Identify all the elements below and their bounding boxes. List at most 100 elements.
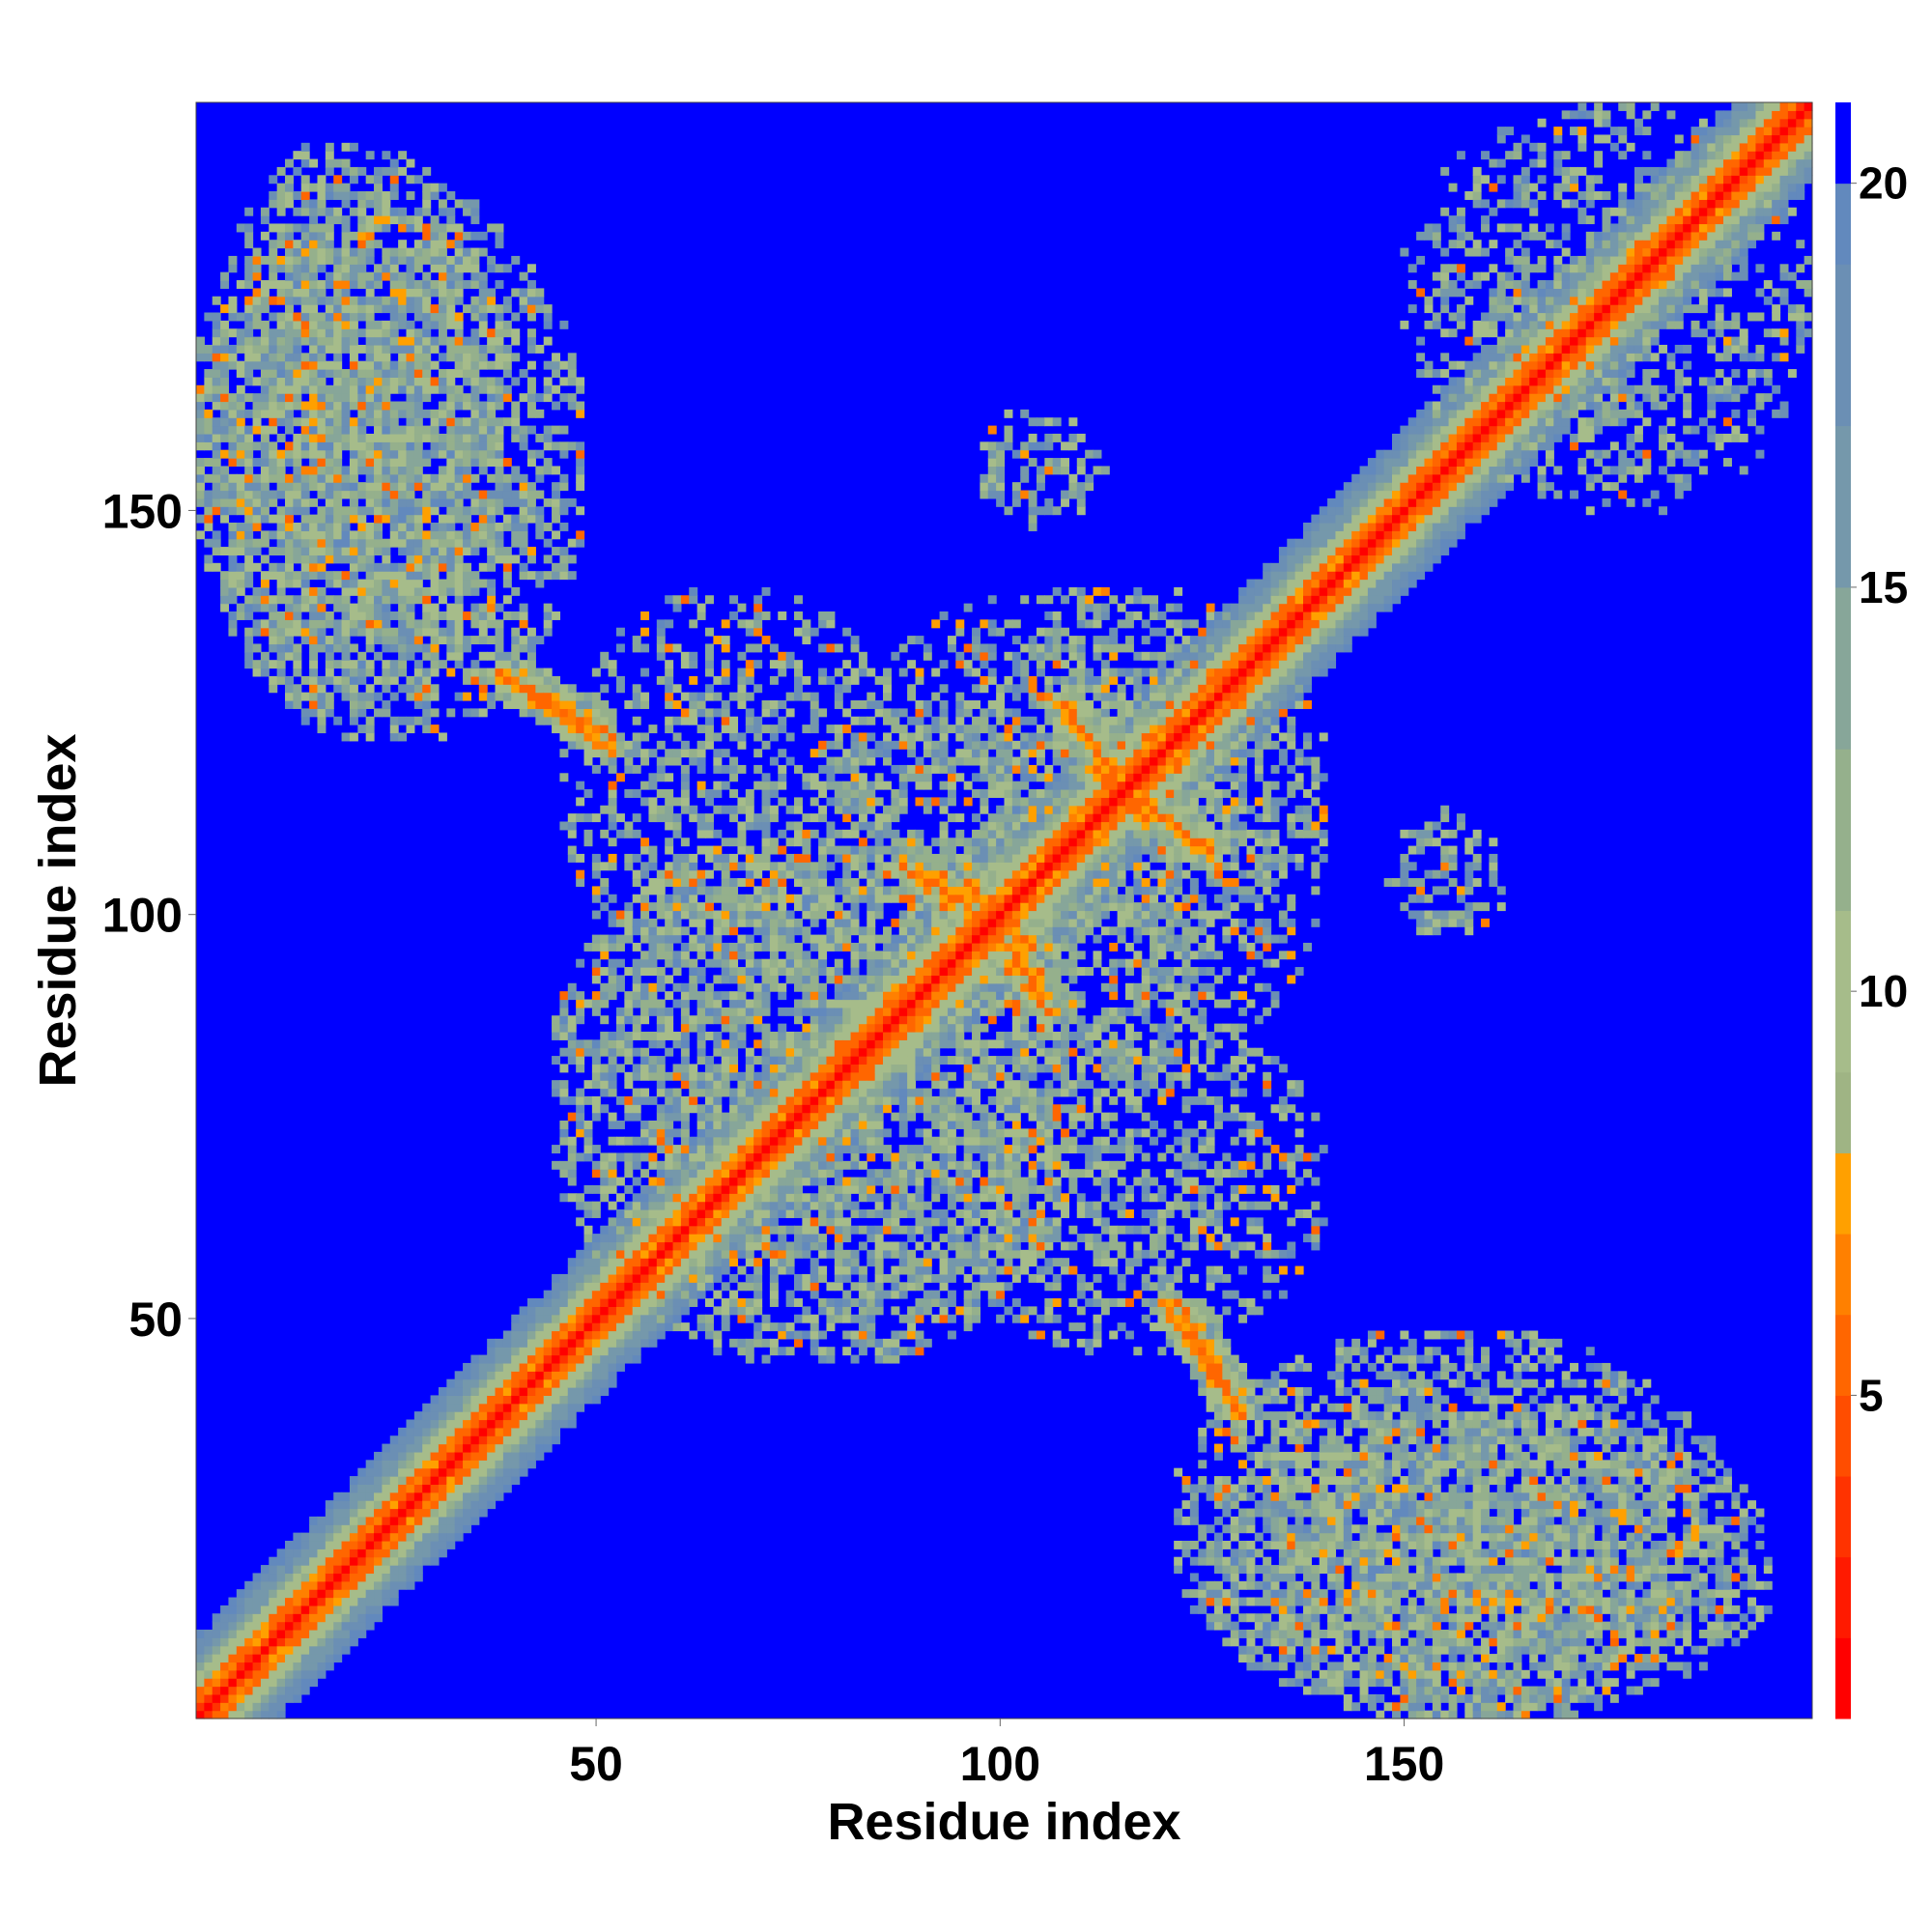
- heatmap-cell: [349, 433, 358, 442]
- heatmap-cell: [576, 1120, 585, 1129]
- heatmap-cell: [269, 449, 278, 459]
- heatmap-cell: [374, 353, 383, 362]
- heatmap-cell: [365, 692, 375, 701]
- heatmap-cell: [341, 247, 351, 257]
- heatmap-cell: [608, 716, 617, 725]
- heatmap-cell: [535, 344, 545, 354]
- heatmap-cell: [454, 562, 464, 572]
- heatmap-cell: [365, 611, 375, 620]
- heatmap-cell: [567, 1177, 577, 1186]
- heatmap-cell: [761, 821, 771, 831]
- heatmap-cell: [463, 1508, 472, 1518]
- heatmap-cell: [495, 643, 504, 653]
- heatmap-cell: [535, 288, 545, 298]
- heatmap-cell: [487, 1500, 497, 1510]
- heatmap-cell: [591, 886, 601, 895]
- heatmap-cell: [672, 999, 682, 1009]
- heatmap-cell: [413, 538, 423, 548]
- heatmap-cell: [389, 668, 399, 677]
- heatmap-cell: [600, 1015, 610, 1025]
- heatmap-cell: [656, 1273, 666, 1283]
- heatmap-cell: [478, 360, 488, 370]
- heatmap-cell: [430, 264, 440, 273]
- heatmap-cell: [624, 1249, 634, 1259]
- heatmap-cell: [552, 1282, 561, 1292]
- heatmap-cell: [317, 562, 327, 572]
- heatmap-cell: [293, 538, 302, 548]
- heatmap-cell: [196, 1645, 205, 1655]
- heatmap-cell: [696, 1007, 706, 1016]
- heatmap-cell: [608, 781, 617, 790]
- heatmap-cell: [502, 1484, 512, 1493]
- heatmap-cell: [543, 1338, 553, 1348]
- heatmap-cell: [753, 999, 763, 1009]
- heatmap-cell: [196, 1702, 205, 1712]
- heatmap-cell: [204, 514, 213, 524]
- heatmap-cell: [446, 1484, 456, 1493]
- heatmap-cell: [382, 482, 391, 492]
- heatmap-cell: [413, 344, 423, 354]
- heatmap-cell: [438, 466, 447, 475]
- heatmap-cell: [785, 975, 795, 984]
- heatmap-cell: [430, 280, 440, 289]
- heatmap-cell: [785, 951, 795, 960]
- heatmap-cell: [721, 1169, 730, 1179]
- heatmap-cell: [349, 304, 358, 314]
- heatmap-cell: [689, 975, 698, 984]
- heatmap-cell: [552, 1031, 561, 1040]
- heatmap-cell: [438, 1443, 447, 1453]
- heatmap-cell: [696, 1258, 706, 1267]
- heatmap-cell: [769, 951, 779, 960]
- heatmap-cell: [430, 651, 440, 661]
- heatmap-cell: [794, 1088, 803, 1097]
- heatmap-cell: [785, 1322, 795, 1332]
- heatmap-cell: [293, 579, 302, 588]
- heatmap-cell: [317, 1516, 327, 1525]
- heatmap-cell: [374, 675, 383, 685]
- heatmap-cell: [785, 967, 795, 977]
- heatmap-cell: [615, 1064, 625, 1073]
- heatmap-cell: [591, 999, 601, 1009]
- heatmap-cell: [802, 869, 811, 879]
- heatmap-cell: [761, 1322, 771, 1332]
- heatmap-cell: [398, 1532, 408, 1542]
- heatmap-cell: [285, 1540, 294, 1549]
- heatmap-cell: [778, 1145, 787, 1154]
- heatmap-cell: [317, 336, 327, 346]
- heatmap-cell: [689, 1282, 698, 1292]
- heatmap-cell: [446, 393, 456, 403]
- heatmap-cell: [713, 1347, 723, 1356]
- heatmap-cell: [511, 675, 521, 685]
- heatmap-cell: [785, 958, 795, 968]
- heatmap-cell: [665, 692, 674, 701]
- heatmap-cell: [285, 336, 294, 346]
- heatmap-cell: [502, 1378, 512, 1388]
- heatmap-cell: [487, 1460, 497, 1469]
- heatmap-cell: [794, 975, 803, 984]
- heatmap-cell: [778, 1241, 787, 1251]
- heatmap-cell: [349, 312, 358, 322]
- heatmap-cell: [640, 838, 650, 847]
- heatmap-cell: [802, 1169, 811, 1179]
- heatmap-cell: [212, 433, 221, 442]
- heatmap-cell: [430, 231, 440, 241]
- heatmap-cell: [487, 473, 497, 483]
- heatmap-cell: [382, 1467, 391, 1477]
- heatmap-cell: [794, 869, 803, 879]
- heatmap-cell: [810, 878, 819, 887]
- heatmap-cell: [559, 1095, 569, 1105]
- heatmap-cell: [519, 708, 528, 718]
- heatmap-cell: [519, 562, 528, 572]
- heatmap-cell: [737, 805, 747, 814]
- heatmap-cell: [713, 1209, 723, 1218]
- heatmap-cell: [552, 1435, 561, 1445]
- heatmap-cell: [244, 360, 254, 370]
- heatmap-cell: [696, 1225, 706, 1235]
- heatmap-cell: [374, 1524, 383, 1534]
- heatmap-cell: [559, 1169, 569, 1179]
- heatmap-cell: [470, 547, 480, 556]
- heatmap-cell: [810, 1145, 819, 1154]
- heatmap-cell: [608, 764, 617, 774]
- heatmap-cell: [502, 1443, 512, 1453]
- heatmap-cell: [463, 547, 472, 556]
